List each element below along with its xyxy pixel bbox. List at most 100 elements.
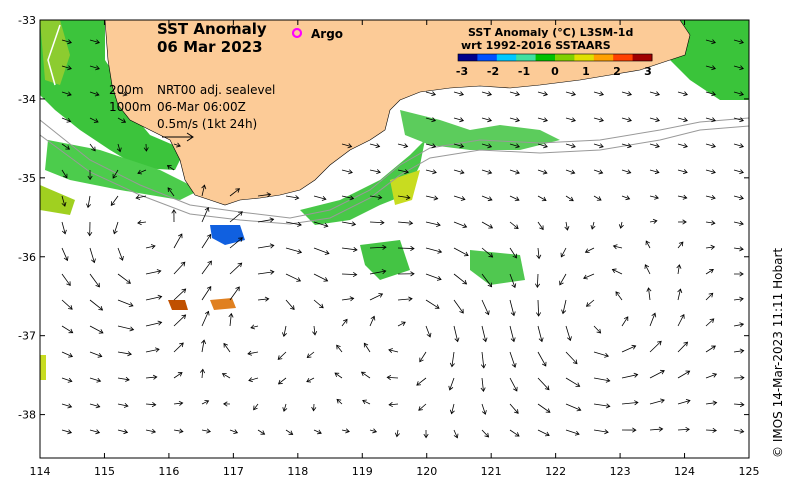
- current-arrowhead: [482, 337, 488, 343]
- x-tick-label: 114: [30, 465, 51, 478]
- current-arrow: [173, 261, 186, 275]
- current-arrow: [537, 247, 540, 259]
- current-arrowhead: [151, 402, 157, 408]
- info-line-2: 06-Mar 06:00Z: [157, 100, 246, 114]
- current-arrow: [559, 273, 567, 286]
- current-arrowhead: [386, 375, 392, 381]
- current-arrow: [222, 373, 231, 379]
- current-arrow: [369, 270, 386, 275]
- current-arrowhead: [432, 169, 437, 175]
- current-arrowhead: [206, 233, 212, 239]
- current-arrowhead: [61, 229, 67, 235]
- current-arrowhead: [678, 241, 684, 247]
- current-arrow: [509, 429, 520, 437]
- current-arrowhead: [433, 195, 439, 201]
- current-arrow: [397, 247, 415, 249]
- current-arrowhead: [181, 288, 187, 294]
- current-arrow: [117, 429, 128, 433]
- current-arrow: [612, 269, 623, 275]
- current-arrow: [509, 117, 520, 122]
- current-arrow: [137, 169, 147, 174]
- current-arrow: [733, 143, 744, 148]
- map-title-line2: 06 Mar 2023: [157, 38, 263, 56]
- current-arrowhead: [484, 432, 490, 438]
- current-arrow: [537, 169, 548, 174]
- current-arrow: [387, 376, 399, 379]
- current-arrowhead: [121, 118, 127, 123]
- current-arrowhead: [645, 240, 651, 246]
- current-arrowhead: [171, 209, 177, 214]
- current-arrow: [137, 221, 147, 224]
- current-arrowhead: [657, 340, 662, 346]
- current-arrowhead: [423, 433, 429, 439]
- current-arrowhead: [248, 377, 253, 383]
- current-arrowhead: [739, 143, 744, 149]
- current-arrow: [425, 117, 436, 122]
- current-arrow: [87, 195, 91, 208]
- current-arrowhead: [349, 195, 355, 201]
- current-arrow: [201, 260, 212, 275]
- current-arrowhead: [127, 351, 132, 357]
- current-arrowhead: [67, 39, 72, 45]
- current-arrow: [61, 403, 72, 408]
- current-arrow: [453, 169, 464, 174]
- current-arrow: [565, 117, 576, 122]
- current-arrowhead: [370, 315, 376, 321]
- current-arrowhead: [93, 118, 99, 123]
- current-arrow: [117, 377, 130, 381]
- current-arrow: [173, 372, 183, 379]
- current-arrowhead: [740, 375, 745, 381]
- current-arrow: [453, 247, 469, 256]
- current-arrow: [145, 348, 160, 353]
- current-arrowhead: [323, 222, 329, 228]
- argo-legend-label: Argo: [311, 27, 343, 41]
- current-arrow: [416, 377, 427, 386]
- current-arrow: [649, 195, 659, 199]
- current-arrowhead: [155, 347, 160, 353]
- current-arrowhead: [410, 245, 415, 251]
- current-arrowhead: [567, 336, 572, 342]
- current-arrow: [593, 351, 609, 357]
- current-arrowhead: [543, 91, 548, 97]
- current-arrow: [285, 221, 302, 226]
- current-arrowhead: [541, 361, 547, 367]
- current-arrowhead: [627, 117, 632, 123]
- current-arrowhead: [510, 337, 516, 343]
- current-arrowhead: [712, 372, 718, 378]
- coast-edge-line: [47, 24, 61, 86]
- current-arrowhead: [711, 65, 716, 71]
- current-arrow: [334, 372, 343, 379]
- current-arrow: [733, 195, 744, 199]
- current-arrowhead: [408, 220, 414, 226]
- current-arrowhead: [598, 169, 604, 175]
- current-arrowhead: [612, 244, 618, 250]
- current-arrow: [509, 403, 519, 414]
- current-arrowhead: [351, 221, 357, 227]
- current-arrowhead: [204, 310, 210, 316]
- colorbar-ticks: -3 -2 -1 0 1 2 3: [456, 65, 652, 78]
- current-arrow: [733, 117, 744, 122]
- current-arrow: [341, 297, 354, 301]
- current-arrow: [336, 344, 343, 353]
- current-arrow: [705, 117, 716, 122]
- current-arrow: [593, 117, 604, 122]
- current-arrowhead: [431, 117, 437, 123]
- current-arrowhead: [585, 302, 591, 307]
- current-arrow: [509, 299, 515, 316]
- current-arrow: [481, 351, 485, 368]
- current-arrowhead: [712, 427, 717, 433]
- sst-anomaly-patches: [40, 20, 749, 380]
- current-arrow: [145, 403, 156, 406]
- current-arrow: [173, 314, 186, 327]
- current-arrow: [481, 299, 490, 315]
- current-arrowhead: [513, 386, 518, 392]
- current-arrowhead: [123, 402, 129, 408]
- current-arrowhead: [515, 143, 520, 149]
- current-arrowhead: [487, 117, 493, 123]
- current-arrow: [677, 428, 690, 431]
- current-arrow: [201, 369, 204, 379]
- current-arrowhead: [235, 188, 241, 193]
- current-arrow: [201, 286, 212, 301]
- current-arrow: [649, 169, 660, 173]
- current-arrowhead: [739, 296, 744, 302]
